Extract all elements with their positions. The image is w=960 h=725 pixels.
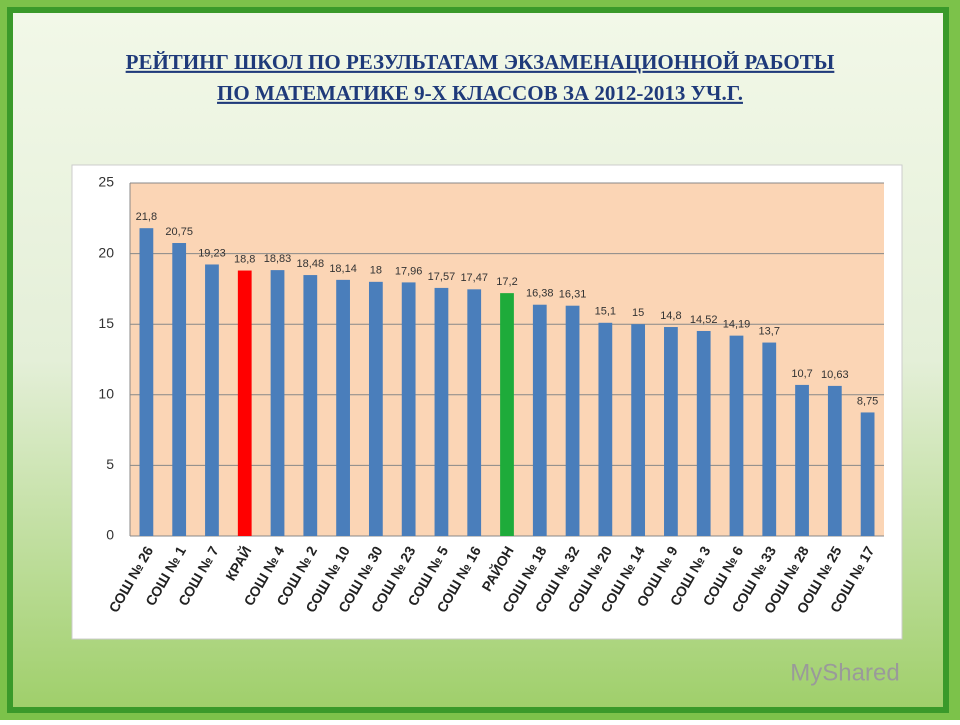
value-label: 18,83 [264,253,292,265]
value-label: 20,75 [165,226,193,238]
bar [434,287,449,536]
value-label: 17,96 [395,265,423,277]
value-label: 14,8 [660,310,681,322]
value-label: 18 [370,265,382,277]
bar [270,270,285,536]
y-tick-label: 10 [98,386,114,402]
value-label: 13,7 [759,325,780,337]
bar [762,342,777,536]
value-label: 18,8 [234,253,255,265]
value-label: 15 [632,307,644,319]
value-label: 21,8 [136,211,157,223]
value-label: 17,57 [428,271,456,283]
value-label: 17,47 [460,272,488,284]
bar [631,324,646,536]
bar [664,327,678,536]
bar [139,228,154,536]
y-tick-label: 5 [106,456,114,472]
y-tick-label: 20 [98,244,114,260]
bar [401,282,416,536]
bar [500,293,514,536]
value-label: 10,63 [821,369,849,381]
bar [795,384,809,536]
value-label: 15,1 [595,306,616,318]
value-label: 18,48 [297,258,325,270]
bar [368,281,383,536]
bar [467,289,482,536]
bar [532,304,547,536]
bar [237,270,252,536]
value-label: 14,19 [723,319,751,331]
chart-title: РЕЙТИНГ ШКОЛ ПО РЕЗУЛЬТАТАМ ЭКЗАМЕНАЦИОН… [126,50,835,74]
value-label: 19,23 [198,247,226,259]
bar [860,412,875,536]
y-tick-label: 0 [106,527,114,543]
bar [827,385,842,536]
watermark: MyShared [790,659,899,686]
bar [205,264,219,536]
value-label: 18,14 [329,263,357,275]
bar [729,335,744,536]
bar [303,275,318,536]
y-tick-label: 25 [98,174,114,190]
chart-title: ПО МАТЕМАТИКЕ 9-Х КЛАССОВ ЗА 2012-2013 У… [217,81,743,105]
bar [336,279,350,536]
value-label: 17,2 [496,276,517,288]
bar [565,305,580,536]
bar [598,322,613,536]
y-tick-label: 15 [98,315,114,331]
value-label: 16,31 [559,289,587,301]
bar [172,243,187,536]
value-label: 10,7 [791,368,812,380]
bar [696,330,711,536]
value-label: 16,38 [526,288,554,300]
value-label: 8,75 [857,395,878,407]
value-label: 14,52 [690,314,718,326]
